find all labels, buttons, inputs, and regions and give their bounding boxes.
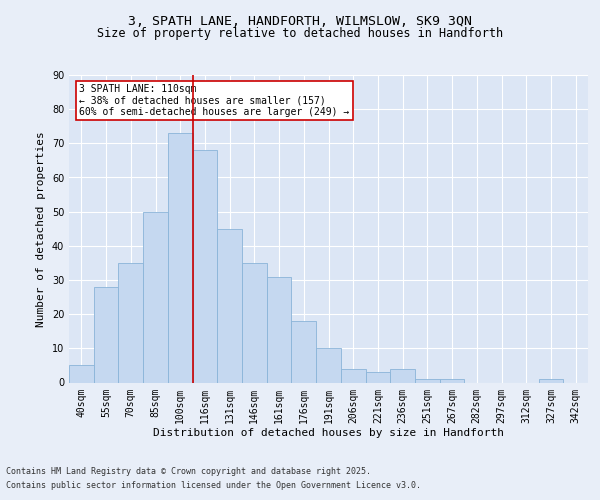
Bar (292, 321, 316, 382)
Text: 3, SPATH LANE, HANDFORTH, WILMSLOW, SK9 3QN: 3, SPATH LANE, HANDFORTH, WILMSLOW, SK9 … (128, 15, 472, 28)
Bar (118, 263, 143, 382)
Bar (143, 212, 168, 382)
Bar (539, 379, 563, 382)
Bar (69, 366, 94, 382)
Bar (316, 348, 341, 382)
Bar (193, 150, 217, 382)
Y-axis label: Number of detached properties: Number of detached properties (36, 131, 46, 326)
X-axis label: Distribution of detached houses by size in Handforth: Distribution of detached houses by size … (153, 428, 504, 438)
Text: 3 SPATH LANE: 110sqm
← 38% of detached houses are smaller (157)
60% of semi-deta: 3 SPATH LANE: 110sqm ← 38% of detached h… (79, 84, 350, 117)
Bar (365, 372, 390, 382)
Text: Contains HM Land Registry data © Crown copyright and database right 2025.: Contains HM Land Registry data © Crown c… (6, 467, 371, 476)
Bar (341, 369, 365, 382)
Bar (415, 379, 440, 382)
Bar (440, 379, 464, 382)
Bar (168, 133, 193, 382)
Bar (217, 229, 242, 382)
Bar (94, 287, 118, 382)
Text: Size of property relative to detached houses in Handforth: Size of property relative to detached ho… (97, 28, 503, 40)
Bar (242, 263, 267, 382)
Text: Contains public sector information licensed under the Open Government Licence v3: Contains public sector information licen… (6, 481, 421, 490)
Bar (390, 369, 415, 382)
Bar (267, 276, 292, 382)
